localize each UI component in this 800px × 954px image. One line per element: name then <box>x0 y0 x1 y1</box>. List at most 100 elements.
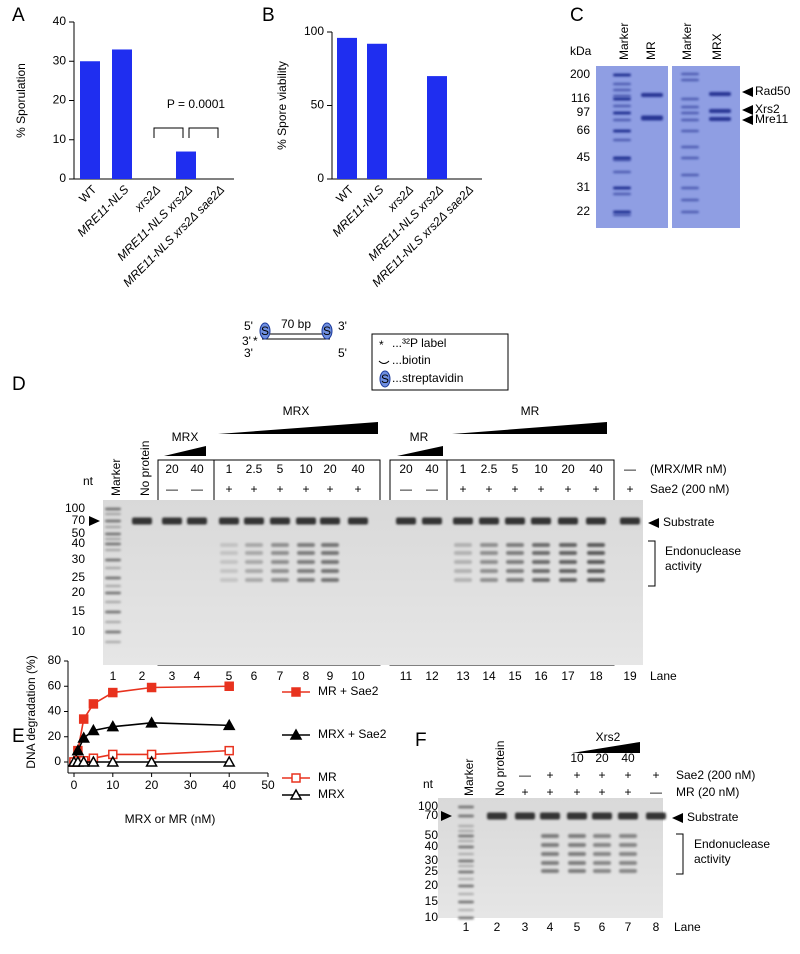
group-label: MR <box>521 404 540 418</box>
gel-band <box>619 869 637 873</box>
concentration: 2.5 <box>481 462 498 476</box>
mr-sign: + <box>546 785 553 799</box>
arrowhead <box>742 115 753 125</box>
point <box>78 714 89 724</box>
size-label: 70 <box>72 513 86 527</box>
gel-band <box>187 517 207 525</box>
concentration: 20 <box>165 462 179 476</box>
gel-band <box>479 517 499 525</box>
point <box>106 720 120 732</box>
x-tick-label: 30 <box>184 778 198 792</box>
x-tick-label: 10 <box>106 778 120 792</box>
gel-band <box>558 517 578 525</box>
gel-band <box>245 560 263 564</box>
lane-number: 8 <box>303 669 310 683</box>
gel-band <box>458 884 474 888</box>
gel-band <box>458 824 474 828</box>
gel-band <box>487 812 507 820</box>
gel <box>596 66 668 228</box>
gel-band <box>105 532 121 536</box>
concentration: 40 <box>190 462 204 476</box>
y-tick-label: 0 <box>59 171 66 185</box>
gel-band <box>587 578 605 582</box>
legend-marker <box>291 687 301 697</box>
concentration: 20 <box>561 462 575 476</box>
point <box>108 687 118 698</box>
mr-sign: + <box>521 785 528 799</box>
point <box>87 755 100 767</box>
legend-label: ...biotin <box>392 353 431 367</box>
sae2-sign: + <box>537 482 544 496</box>
gel-band <box>105 512 121 516</box>
size-label: 15 <box>425 894 439 908</box>
gel-band <box>568 861 586 865</box>
gel-band <box>105 537 121 541</box>
gel-band <box>270 517 290 525</box>
gel-band <box>271 578 289 582</box>
gel-band <box>220 578 238 582</box>
gel-band <box>271 569 289 573</box>
gel-band <box>641 115 663 121</box>
point <box>106 755 120 767</box>
sae2-sign: + <box>485 482 492 496</box>
ramp <box>397 446 443 456</box>
gel-band <box>532 543 550 547</box>
concentration: 40 <box>589 462 603 476</box>
arrowhead <box>742 87 753 97</box>
y-tick-label: 80 <box>48 653 62 667</box>
gel-band <box>105 566 121 570</box>
gel-band <box>162 517 182 525</box>
gel-band <box>559 578 577 582</box>
gel-band <box>321 578 339 582</box>
group-label: Xrs2 <box>596 730 621 744</box>
row-label: (MRX/MR nM) <box>650 462 727 476</box>
size-label: 50 <box>72 526 86 540</box>
size-label: 200 <box>570 67 590 81</box>
size-label: 40 <box>72 536 86 550</box>
point <box>87 723 100 736</box>
mr-sign: + <box>573 785 580 799</box>
gel-band <box>458 839 474 843</box>
sae2-sign: + <box>354 482 361 496</box>
lane-number: 7 <box>625 920 632 934</box>
strand-end: 5' <box>338 346 347 360</box>
y-tick-label: 10 <box>53 132 67 146</box>
gel-band <box>297 578 315 582</box>
point <box>146 682 157 693</box>
size-label: 45 <box>577 150 591 164</box>
concentration: 1 <box>226 462 233 476</box>
gel-band <box>567 812 587 820</box>
activity-label: Endonuclease <box>665 544 741 558</box>
label-star: * <box>253 334 258 348</box>
gel-band <box>620 517 640 525</box>
lane-number: 4 <box>194 669 201 683</box>
unit-label: nt <box>423 777 434 791</box>
lane-number: 7 <box>277 669 284 683</box>
gel-band <box>613 97 631 101</box>
size-label: 97 <box>577 105 591 119</box>
row-label: MR (20 nM) <box>676 785 739 799</box>
lane-number: 15 <box>508 669 522 683</box>
bar <box>176 151 196 179</box>
gel-band <box>681 173 699 177</box>
gel-band <box>709 109 731 113</box>
ramp <box>164 446 206 456</box>
gel-band <box>321 569 339 573</box>
lane-number: 1 <box>463 920 470 934</box>
panel-letter: B <box>262 5 275 26</box>
gel-band <box>593 861 611 865</box>
point <box>224 681 234 691</box>
lane-name: No protein <box>493 741 507 796</box>
gel-band <box>506 543 524 547</box>
y-tick-label: 20 <box>48 729 62 743</box>
gel-band <box>613 158 631 162</box>
gel-band <box>321 560 339 564</box>
sae2-sign: + <box>624 768 631 782</box>
y-tick-label: 0 <box>54 754 61 768</box>
gel <box>103 500 643 665</box>
row-label: Sae2 (200 nM) <box>676 768 755 782</box>
y-axis-label: % Sporulation <box>14 63 28 138</box>
group-label: MRX <box>283 404 310 418</box>
gel-band <box>541 869 559 873</box>
lane-label: MR <box>644 41 658 60</box>
